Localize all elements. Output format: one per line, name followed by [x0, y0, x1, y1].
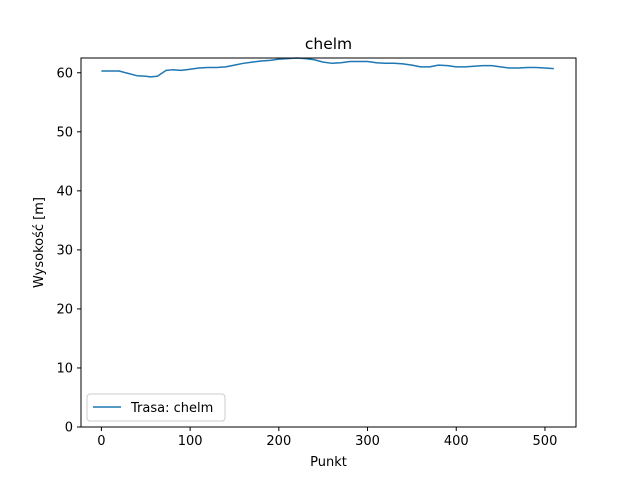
y-axis: 0 10 20 30 40 50 60	[56, 66, 81, 436]
y-tick-label: 50	[56, 125, 73, 140]
plot-area	[101, 57, 554, 78]
x-tick-label: 200	[266, 434, 291, 449]
x-tick-label: 400	[444, 434, 469, 449]
y-tick-label: 30	[56, 243, 73, 258]
x-tick-label: 100	[178, 434, 203, 449]
x-tick-label: 0	[97, 434, 105, 449]
y-tick-label: 20	[56, 302, 73, 317]
chart-title: chelm	[305, 35, 352, 53]
x-axis: 0 100 200 300 400 500	[97, 427, 557, 449]
x-tick-label: 300	[355, 434, 380, 449]
y-tick-label: 10	[56, 361, 73, 376]
legend-box	[86, 393, 226, 422]
y-tick-label: 0	[65, 421, 73, 436]
x-axis-label: Punkt	[310, 455, 347, 470]
y-tick-label: 40	[56, 184, 73, 199]
series-line	[101, 57, 554, 78]
y-axis-label: Wysokość [m]	[32, 197, 47, 288]
legend-label: Trasa: chelm	[130, 401, 213, 416]
y-tick-label: 60	[56, 66, 73, 81]
axes-frame	[80, 57, 577, 428]
legend: Trasa: chelm	[86, 393, 226, 422]
x-tick-label: 500	[533, 434, 558, 449]
